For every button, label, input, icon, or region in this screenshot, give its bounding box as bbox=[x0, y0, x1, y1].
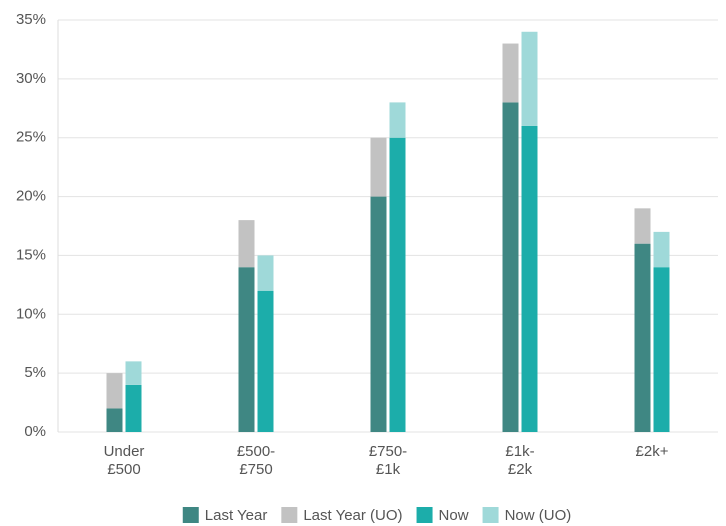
legend-label: Now bbox=[439, 507, 469, 524]
legend: Last Year Last Year (UO) Now Now (UO) bbox=[182, 507, 572, 524]
legend-swatch bbox=[416, 507, 433, 523]
bar-segment bbox=[238, 267, 255, 432]
bar-segment bbox=[634, 208, 651, 244]
bar-segment bbox=[125, 384, 142, 432]
x-tick-label: £750 bbox=[239, 461, 272, 478]
legend-swatch bbox=[482, 507, 499, 523]
bar-segment bbox=[370, 137, 387, 197]
y-tick-label: 0% bbox=[24, 423, 46, 440]
bar-segment bbox=[238, 220, 255, 268]
x-tick-label: £750- bbox=[369, 443, 407, 460]
x-tick-label: £2k bbox=[508, 461, 533, 478]
y-tick-label: 15% bbox=[16, 246, 46, 263]
bar-segment bbox=[389, 137, 406, 432]
x-tick-label: £2k+ bbox=[636, 443, 669, 460]
bar-segment bbox=[521, 125, 538, 432]
y-tick-label: 10% bbox=[16, 305, 46, 322]
bar-segment bbox=[502, 43, 519, 103]
legend-label: Last Year bbox=[205, 507, 268, 524]
bar-segment bbox=[125, 361, 142, 385]
x-tick-label: £1k bbox=[376, 461, 401, 478]
legend-label: Last Year (UO) bbox=[303, 507, 402, 524]
bar-segment bbox=[370, 196, 387, 432]
x-tick-label: £500- bbox=[237, 443, 275, 460]
y-tick-label: 20% bbox=[16, 188, 46, 205]
x-tick-label: £1k- bbox=[505, 443, 534, 460]
bar-segment bbox=[106, 373, 123, 409]
bar-segment bbox=[502, 102, 519, 433]
y-tick-label: 25% bbox=[16, 129, 46, 146]
bar-segment bbox=[389, 102, 406, 138]
bar-segment bbox=[653, 267, 670, 432]
y-tick-label: 35% bbox=[16, 11, 46, 28]
legend-label: Now (UO) bbox=[505, 507, 572, 524]
y-tick-label: 30% bbox=[16, 70, 46, 87]
bar-segment bbox=[653, 231, 670, 268]
bar-segment bbox=[257, 255, 274, 291]
legend-swatch bbox=[182, 507, 199, 523]
bar-segment bbox=[257, 290, 274, 432]
y-tick-label: 5% bbox=[24, 364, 46, 381]
legend-swatch bbox=[281, 507, 298, 523]
x-tick-label: £500 bbox=[107, 461, 140, 478]
bar-segment bbox=[106, 408, 123, 432]
x-tick-label: Under bbox=[104, 443, 145, 460]
bar-segment bbox=[521, 31, 538, 126]
bar-segment bbox=[634, 243, 651, 432]
